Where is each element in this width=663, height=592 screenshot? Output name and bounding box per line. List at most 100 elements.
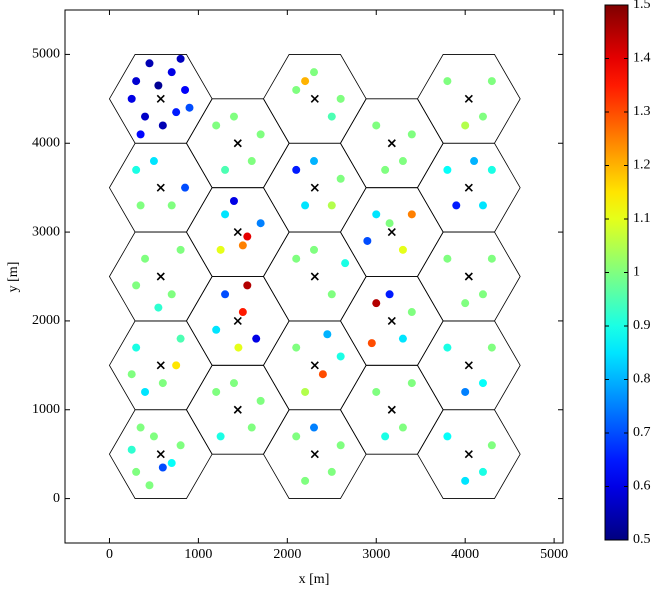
user-point — [336, 352, 345, 361]
user-point — [256, 130, 265, 139]
hex-cell — [417, 54, 521, 144]
user-point — [252, 334, 261, 343]
user-point — [212, 387, 221, 396]
y-axis-label: y [m] — [6, 262, 21, 293]
user-point — [132, 343, 141, 352]
user-point — [167, 68, 176, 77]
user-point — [301, 77, 310, 86]
user-point — [336, 441, 345, 450]
user-point — [301, 387, 310, 396]
user-point — [292, 432, 301, 441]
user-point — [398, 334, 407, 343]
user-point — [216, 245, 225, 254]
user-point — [154, 303, 163, 312]
site-marker — [310, 183, 319, 192]
site-marker — [387, 139, 396, 148]
colorbar-tick-label: 1 — [633, 265, 640, 280]
user-point — [154, 81, 163, 90]
user-point — [407, 210, 416, 219]
user-point — [407, 379, 416, 388]
site-marker — [233, 228, 242, 237]
user-point — [478, 290, 487, 299]
x-tick-label: 3000 — [362, 547, 390, 562]
user-point — [318, 370, 327, 379]
y-tick-label: 5000 — [32, 47, 60, 62]
user-point — [243, 232, 252, 241]
user-point — [149, 432, 158, 441]
user-point — [327, 467, 336, 476]
user-point — [443, 343, 452, 352]
user-point — [141, 112, 150, 121]
user-point — [478, 379, 487, 388]
user-point — [221, 165, 230, 174]
user-point — [247, 157, 256, 166]
x-tick-label: 2000 — [273, 547, 301, 562]
user-point — [136, 423, 145, 432]
site-marker — [310, 450, 319, 459]
user-point — [172, 108, 181, 117]
user-point — [487, 165, 496, 174]
site-marker — [156, 94, 165, 103]
user-point — [385, 290, 394, 299]
user-point — [381, 432, 390, 441]
user-point — [478, 201, 487, 210]
user-point — [132, 77, 141, 86]
user-point — [292, 343, 301, 352]
user-point — [145, 59, 154, 68]
user-point — [181, 85, 190, 94]
user-point — [363, 236, 372, 245]
site-marker — [156, 450, 165, 459]
user-point — [443, 165, 452, 174]
site-marker — [310, 361, 319, 370]
x-tick-label: 0 — [106, 547, 113, 562]
site-marker — [310, 94, 319, 103]
user-point — [141, 387, 150, 396]
site-marker — [233, 316, 242, 325]
x-tick-label: 5000 — [540, 547, 568, 562]
x-tick-label: 1000 — [184, 547, 212, 562]
user-point — [136, 130, 145, 139]
user-point — [310, 68, 318, 77]
user-point — [461, 299, 470, 308]
colorbar-tick-label: 1.2 — [633, 158, 651, 173]
colorbar-tick-label: 0.8 — [633, 372, 651, 387]
site-marker — [156, 183, 165, 192]
site-marker — [464, 272, 473, 281]
x-axis-label: x [m] — [299, 572, 330, 587]
x-tick-label: 4000 — [451, 547, 479, 562]
colorbar-tick-label: 0.5 — [633, 532, 651, 547]
user-point — [167, 290, 176, 299]
user-point — [478, 467, 487, 476]
user-point — [292, 85, 301, 94]
user-point — [292, 254, 301, 263]
user-point — [487, 77, 496, 86]
user-point — [176, 334, 185, 343]
y-tick-label: 2000 — [32, 313, 60, 328]
user-point — [367, 339, 376, 348]
user-point — [132, 467, 141, 476]
user-point — [372, 121, 381, 130]
user-point — [127, 94, 136, 103]
user-point — [181, 183, 190, 192]
site-marker — [233, 405, 242, 414]
colorbar-tick-label: 1.3 — [633, 104, 651, 119]
site-marker — [156, 361, 165, 370]
user-point — [256, 219, 265, 228]
user-point — [336, 94, 345, 103]
y-tick-label: 4000 — [32, 135, 60, 150]
user-point — [256, 396, 265, 405]
user-point — [336, 174, 345, 183]
user-point — [172, 361, 181, 370]
site-marker — [156, 272, 165, 281]
user-point — [229, 379, 238, 388]
user-point — [487, 343, 496, 352]
user-point — [372, 387, 381, 396]
user-point — [234, 343, 243, 352]
colorbar-tick-label: 1.4 — [633, 51, 651, 66]
user-point — [229, 196, 238, 205]
site-marker — [464, 450, 473, 459]
user-point — [310, 423, 318, 432]
user-point — [127, 445, 136, 454]
user-point — [407, 130, 416, 139]
user-point — [443, 254, 452, 263]
